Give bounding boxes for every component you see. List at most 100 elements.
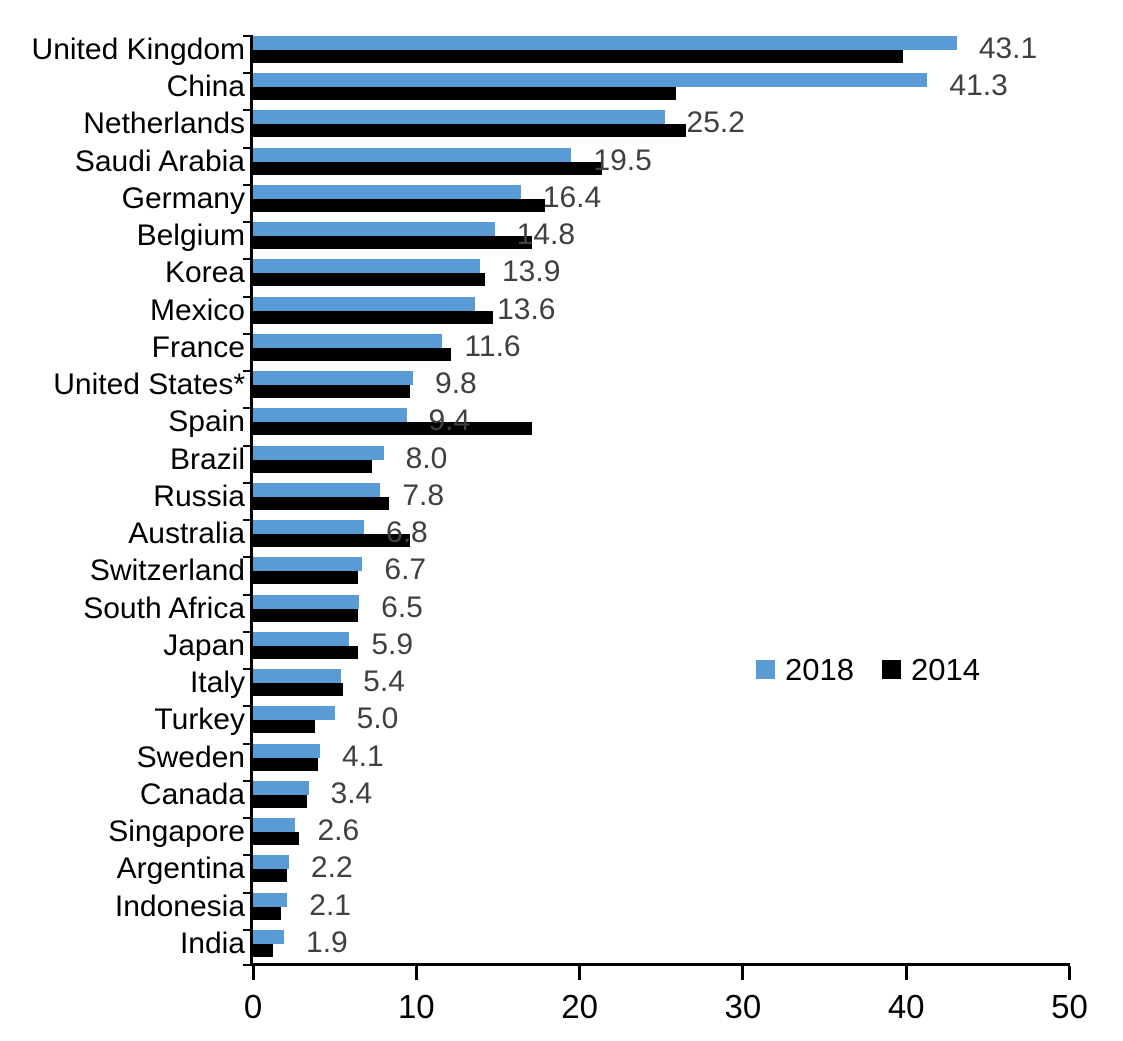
category-label: Canada [139,777,245,811]
bar-2018 [253,743,320,758]
bar-2014 [253,608,358,622]
value-label: 2.2 [310,851,353,885]
x-axis-tick-label: 0 [243,988,263,1025]
bar-2014 [253,198,546,212]
y-axis-category-tick [243,444,250,447]
category-label: Saudi Arabia [74,144,245,178]
x-axis-line [250,963,1070,966]
value-label: 5.9 [371,627,414,661]
bar-2018 [253,855,289,870]
value-label: 16.4 [542,180,602,214]
value-label: 7.8 [402,478,445,512]
bar-2018 [253,892,288,907]
value-label: 6.7 [384,553,427,587]
x-axis-tick [578,966,582,980]
category-label: Switzerland [89,554,245,588]
y-axis-category-tick [243,630,250,633]
bar-2014 [253,683,343,697]
category-label: Netherlands [83,107,245,141]
bar-2018 [253,818,296,833]
bar-2014 [253,571,358,585]
y-axis-category-tick [243,668,250,671]
bar-2014 [253,832,299,846]
value-label: 13.6 [497,292,556,326]
value-label: 13.9 [501,255,561,289]
value-label: 1.9 [306,925,348,959]
y-axis-category-tick [243,332,250,335]
y-axis-category-tick [243,779,250,782]
value-label: 43.1 [978,32,1038,65]
value-label: 3.4 [330,776,373,810]
y-axis-category-tick [243,556,250,559]
y-axis-category-tick [243,705,250,708]
legend: 2018 2014 [756,652,980,687]
category-label: China [166,70,245,104]
bar-2018 [253,594,360,609]
value-label: 19.5 [593,143,652,177]
category-label: South Africa [83,591,245,625]
y-axis-category-tick [243,964,250,966]
bar-2018 [253,520,365,535]
bar-2018 [253,333,443,348]
bar-2014 [253,496,389,510]
bar-2018 [253,73,928,88]
value-label: 4.1 [341,739,384,773]
category-label: Australia [128,517,245,551]
y-axis-category-tick [243,146,250,149]
bar-2014 [253,869,288,883]
bar-2014 [253,757,319,771]
bar-2014 [253,124,686,138]
x-axis-tick-label: 30 [724,988,762,1025]
category-label: Indonesia [114,889,245,923]
y-axis-category-tick [243,183,250,186]
category-label: Spain [168,405,245,439]
x-axis-tick [741,966,745,980]
value-label: 41.3 [949,69,1008,103]
bar-2014 [253,87,676,101]
y-axis-line [250,35,253,966]
category-label: Germany [121,181,245,215]
x-axis-tick-label: 50 [1051,988,1088,1025]
value-label: 5.0 [356,702,399,736]
bar-2018 [253,36,957,50]
y-axis-category-tick [243,891,250,894]
y-axis-category-tick [243,928,250,931]
legend-entry-2014: 2014 [881,652,980,687]
category-label: Brazil [169,442,245,476]
bar-2014 [253,943,273,957]
x-axis-tick [1068,966,1071,980]
bar-2018 [253,184,521,199]
value-label: 8.0 [405,441,448,475]
value-label: 6.8 [386,516,428,550]
value-label: 2.6 [317,814,360,848]
bar-2018 [253,296,476,311]
bar-2018 [253,482,381,497]
value-label: 5.4 [363,665,405,699]
bar-2018 [253,259,480,274]
bar-2018 [253,929,285,944]
y-axis-category-tick [243,817,250,820]
bar-2014 [253,236,533,250]
bar-2014 [253,459,373,473]
bar-2014 [253,794,307,808]
bar-2018 [253,706,335,721]
bar-2014 [253,385,410,399]
legend-swatch-2018 [756,660,775,679]
value-label: 14.8 [516,218,576,252]
legend-swatch-2014 [881,660,901,679]
x-axis-tick-label: 10 [397,988,435,1025]
legend-label-2014: 2014 [910,652,980,687]
bar-2018 [253,631,350,646]
bar-2018 [253,147,572,162]
y-axis-category-tick [243,854,250,857]
value-label: 6.5 [381,590,423,624]
value-label: 9.8 [435,367,477,401]
x-axis-tick [414,966,418,980]
bar-2014 [253,645,358,659]
bar-2014 [253,534,410,548]
y-axis-category-tick [243,593,250,596]
value-label: 9.4 [428,404,471,438]
y-axis-category-tick [243,72,250,75]
category-label: Russia [153,479,245,513]
